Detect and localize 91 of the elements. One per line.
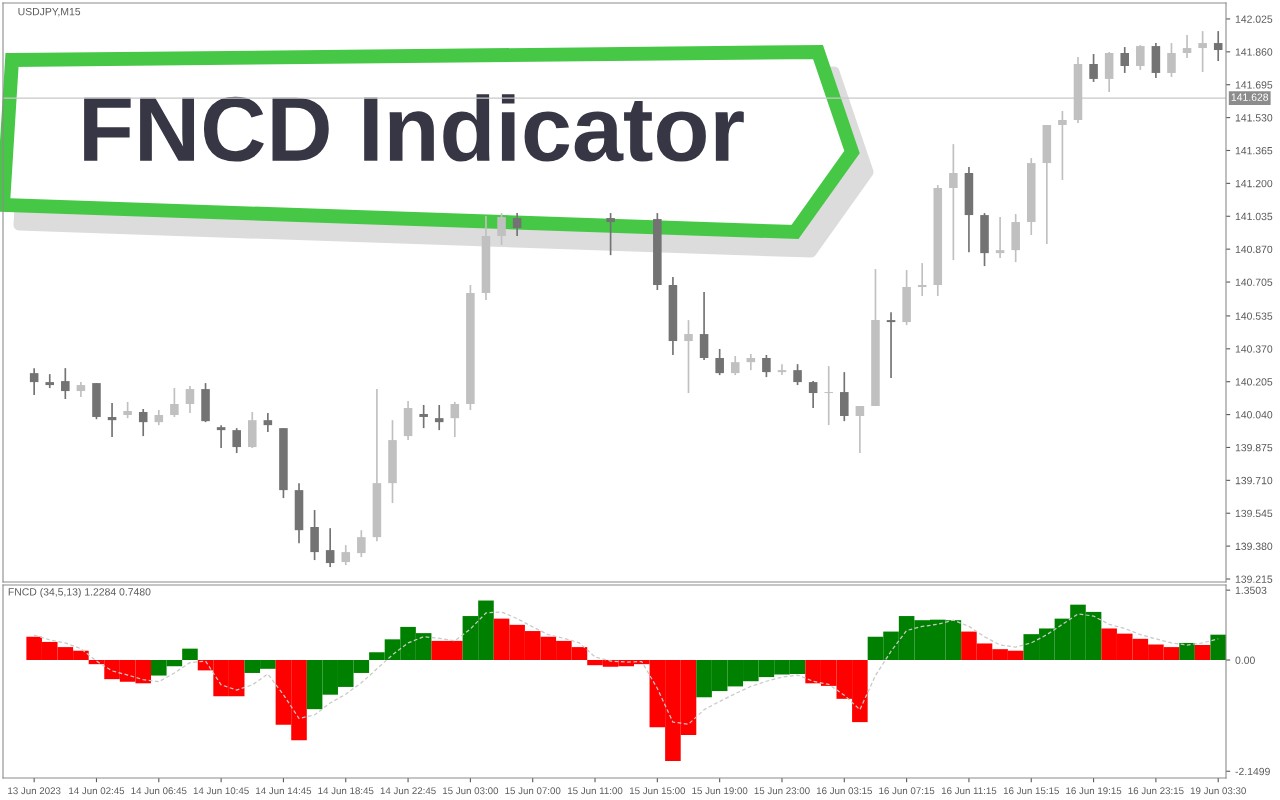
annotation: FNCD Indicator (84, 94, 744, 162)
candlestick (1089, 53, 1098, 83)
x-tick-label: 15 Jun 23:00 (754, 787, 810, 795)
x-tick-label: 14 Jun 02:45 (69, 787, 125, 795)
y-tick-label: 139.215 (1235, 575, 1273, 583)
candlestick (762, 354, 771, 378)
x-tick-label: 15 Jun 07:00 (505, 787, 561, 795)
x-tick-label: 14 Jun 10:45 (193, 787, 249, 795)
candlestick (497, 212, 506, 246)
candlestick (357, 529, 366, 558)
candlestick (995, 216, 1005, 259)
candlestick (917, 262, 927, 297)
y-tick-label: 140.535 (1235, 312, 1273, 320)
x-tick-label: 19 Jun 03:30 (1190, 787, 1246, 795)
y-tick-label: 141.530 (1235, 114, 1273, 122)
y-tick-label: 140.870 (1235, 245, 1273, 254)
candlestick (840, 371, 849, 422)
y-tick-label: 141.695 (1235, 81, 1273, 89)
y-tick-label: 139.380 (1235, 542, 1273, 550)
candlestick (715, 348, 724, 376)
bar (1179, 642, 1195, 661)
y-tick-label: 141.365 (1235, 146, 1273, 155)
candlestick (29, 367, 39, 396)
candlestick (1198, 30, 1207, 73)
candlestick (886, 311, 896, 379)
bar (1194, 645, 1211, 661)
candlestick (1167, 42, 1176, 78)
x-tick-label: 14 Jun 06:45 (131, 787, 187, 795)
candlestick (1182, 34, 1192, 59)
candlestick (170, 387, 179, 418)
candlestick (1120, 46, 1130, 74)
candlestick (808, 380, 818, 409)
candlestick (419, 404, 428, 429)
candlestick (185, 385, 195, 414)
x-tick-label: 16 Jun 03:15 (816, 787, 872, 795)
y-tick-label: 139.710 (1235, 476, 1273, 485)
x-tick-label: 16 Jun 11:15 (941, 787, 997, 795)
x-tick-label: 15 Jun 11:00 (568, 787, 623, 795)
candlestick (450, 401, 460, 438)
ref-line-label: 141.628 (1231, 93, 1269, 101)
candlestick (263, 412, 273, 433)
x-tick-label: 14 Jun 14:45 (256, 787, 312, 795)
candlestick (777, 363, 787, 376)
candlestick (232, 427, 241, 454)
y-tick-label: 140.705 (1235, 278, 1273, 286)
candlestick (325, 527, 335, 568)
candlestick (61, 367, 70, 400)
y-tick-label: 141.860 (1235, 48, 1273, 56)
y-tick-label: 140.205 (1235, 378, 1273, 386)
x-tick-label: 16 Jun 23:15 (1128, 787, 1184, 795)
y-tick-label: 139.875 (1235, 443, 1273, 452)
y-tick-label: 139.545 (1235, 509, 1273, 518)
x-tick-label: 16 Jun 19:15 (1066, 787, 1122, 795)
annotation: FNCD (34,5,13) 1.2284 0.7480 (8, 587, 151, 598)
y-tick-label: 141.035 (1235, 212, 1273, 221)
candlestick (216, 424, 226, 449)
line-series (33, 611, 1219, 725)
y-tick-label: 141.200 (1235, 179, 1273, 188)
candlestick (855, 405, 865, 454)
bar (182, 648, 198, 661)
candlestick (730, 355, 740, 376)
candlestick (606, 212, 615, 256)
candlestick (699, 291, 709, 361)
chart-title: USDJPY,M15 (18, 7, 81, 17)
x-tick-label: 15 Jun 03:00 (443, 787, 499, 795)
candlestick (512, 212, 522, 237)
candlestick (138, 408, 148, 437)
candlestick (824, 365, 833, 426)
candlestick (1136, 44, 1145, 71)
candlestick (684, 319, 693, 394)
y-tick-label: 142.025 (1235, 15, 1273, 23)
x-tick-label: 16 Jun 07:15 (879, 787, 935, 795)
candlestick (793, 363, 802, 386)
bar (1210, 634, 1226, 661)
y-tick-label: 0.00 (1235, 656, 1255, 664)
y-tick-label: 1.3503 (1235, 586, 1267, 595)
candlestick (949, 143, 958, 261)
x-tick-label: 14 Jun 22:45 (380, 787, 436, 795)
y-tick-label: -2.1499 (1235, 767, 1270, 776)
candlestick (341, 544, 351, 566)
candlestick (1213, 30, 1223, 62)
x-tick-label: 13 Jun 2023 (8, 787, 61, 795)
y-tick-label: 140.370 (1235, 345, 1273, 353)
candlestick (1058, 110, 1067, 181)
x-tick-label: 15 Jun 19:00 (692, 787, 748, 795)
y-tick-label: 140.040 (1235, 411, 1273, 419)
x-tick-label: 15 Jun 15:00 (629, 787, 686, 795)
candlestick (45, 373, 55, 389)
x-tick-label: 16 Jun 15:15 (1003, 787, 1059, 795)
candlestick (434, 404, 444, 431)
x-tick-label: 14 Jun 18:45 (318, 787, 374, 795)
